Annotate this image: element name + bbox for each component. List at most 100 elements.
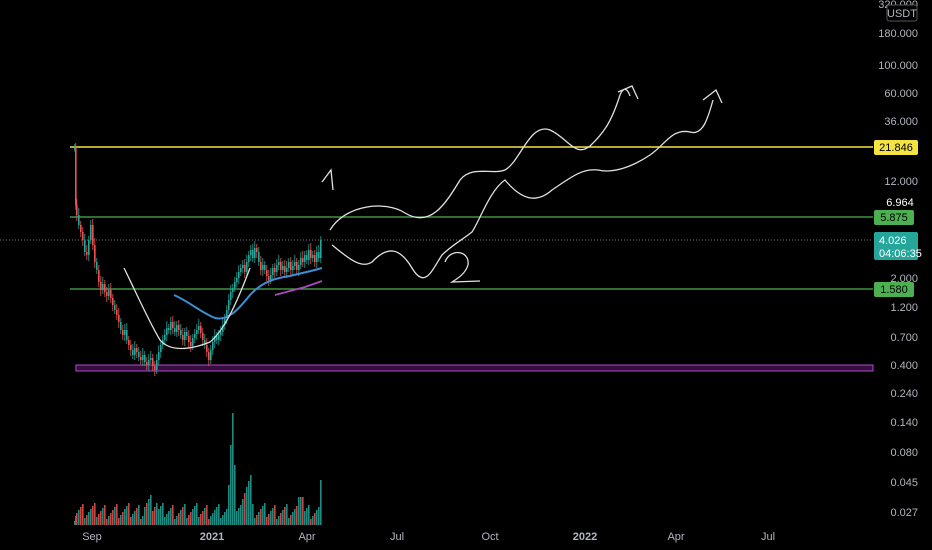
- candle: [178, 325, 180, 330]
- candle: [102, 284, 104, 290]
- candle: [320, 240, 322, 258]
- candle: [214, 336, 216, 342]
- candle: [296, 262, 298, 270]
- candle: [196, 330, 198, 334]
- candle: [314, 255, 316, 262]
- candle: [142, 355, 144, 360]
- volume-bar: [116, 504, 118, 525]
- volume-bar: [274, 505, 276, 525]
- volume-bar: [196, 503, 198, 525]
- volume-bar: [75, 516, 77, 525]
- candle: [194, 334, 196, 338]
- volume-bar: [100, 511, 102, 525]
- volume-bar: [240, 505, 242, 525]
- candle: [306, 255, 308, 260]
- candle: [118, 315, 120, 322]
- candle: [202, 333, 204, 340]
- candle: [148, 360, 150, 365]
- volume-bar: [308, 505, 310, 525]
- candle: [122, 330, 124, 335]
- y-tick-label: 0.700: [890, 332, 918, 344]
- candle: [86, 252, 88, 255]
- volume-bar: [316, 510, 318, 525]
- volume-bar: [152, 511, 154, 525]
- volume-bar: [242, 499, 244, 525]
- badge-5-875: 5.875: [874, 210, 914, 225]
- volume-bar: [232, 413, 234, 525]
- volume-bar: [210, 516, 212, 525]
- candle: [230, 292, 232, 300]
- y-tick-label: 0.140: [890, 417, 918, 429]
- volume-bar: [296, 506, 298, 525]
- volume-bar: [158, 509, 160, 525]
- candle: [232, 288, 234, 292]
- candles: [74, 143, 322, 376]
- volume-bar: [216, 507, 218, 525]
- volume-bar: [206, 505, 208, 525]
- candle: [114, 305, 116, 310]
- volume-bar: [248, 481, 250, 525]
- candle: [222, 325, 224, 332]
- candle: [270, 275, 272, 280]
- volume-bar: [312, 516, 314, 525]
- y-tick-label: 100.000: [878, 60, 918, 72]
- volume-bar: [254, 518, 256, 525]
- volume-bar: [298, 497, 300, 525]
- candle: [82, 232, 84, 240]
- volume-bar: [228, 485, 230, 525]
- volume-bar: [96, 517, 98, 525]
- volume-bar: [108, 516, 110, 525]
- drawing-rounding-bottom: [123, 267, 251, 350]
- volume-bar: [118, 518, 120, 525]
- badge-6-964: 6.964: [886, 197, 914, 209]
- volume-bar: [126, 506, 128, 525]
- candle: [80, 225, 82, 232]
- candle: [144, 355, 146, 362]
- volume-bar: [138, 505, 140, 525]
- candle: [192, 338, 194, 346]
- volume-bar: [112, 510, 114, 525]
- candle: [318, 252, 320, 258]
- volume-bar: [320, 480, 322, 525]
- volume-bar: [226, 509, 228, 525]
- volume-bar: [146, 503, 148, 525]
- candle: [112, 298, 114, 305]
- candle: [292, 266, 294, 270]
- volume-bar: [236, 511, 238, 525]
- volume-bar: [286, 504, 288, 525]
- candle: [170, 322, 172, 330]
- volume-bar: [144, 507, 146, 525]
- volume-bar: [224, 512, 226, 525]
- candle: [108, 290, 110, 296]
- candle: [300, 258, 302, 265]
- candle: [298, 265, 300, 270]
- volume-bar: [204, 508, 206, 525]
- candle: [246, 262, 248, 272]
- volume-bar: [300, 497, 302, 525]
- volume-bar: [120, 515, 122, 525]
- candle: [234, 282, 236, 288]
- candle: [176, 325, 178, 332]
- volume-bar: [222, 515, 224, 525]
- volume-bar: [198, 517, 200, 525]
- volume-bar: [178, 513, 180, 525]
- x-tick-label: Apr: [667, 531, 684, 543]
- volume-bar: [140, 519, 142, 525]
- candle: [294, 262, 296, 266]
- candle: [184, 332, 186, 340]
- candle: [164, 335, 166, 340]
- candle: [150, 358, 152, 360]
- volume-bar: [200, 514, 202, 525]
- volume-bar: [128, 503, 130, 525]
- volume-bar: [84, 518, 86, 525]
- volume-bar: [260, 509, 262, 525]
- volume-bar: [170, 508, 172, 525]
- volume-bar: [282, 510, 284, 525]
- ma-purple-line: [274, 280, 323, 296]
- candle: [224, 318, 226, 325]
- volume-bar: [262, 506, 264, 525]
- volume-bar: [176, 516, 178, 525]
- candle: [124, 330, 126, 335]
- candle: [204, 340, 206, 345]
